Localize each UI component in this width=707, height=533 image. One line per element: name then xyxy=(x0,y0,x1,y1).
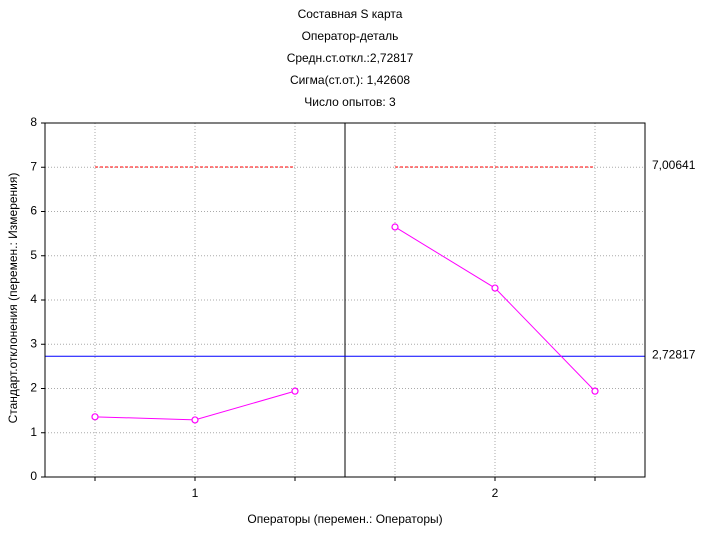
y-tick-label: 0 xyxy=(30,469,37,483)
data-point xyxy=(591,387,599,395)
y-tick-label: 5 xyxy=(30,248,37,262)
y-tick-label: 3 xyxy=(30,336,37,350)
data-point xyxy=(191,416,199,424)
chart-subtitle: Число опытов: 3 xyxy=(304,95,396,109)
plot-border xyxy=(44,122,646,478)
data-point xyxy=(291,387,299,395)
y-tick-label: 2 xyxy=(30,381,37,395)
data-point xyxy=(91,413,99,421)
y-tick-label: 4 xyxy=(30,292,37,306)
chart-subtitle: Оператор-деталь xyxy=(302,29,399,43)
chart-title: Составная S карта xyxy=(298,7,403,21)
y-tick-label: 6 xyxy=(30,204,37,218)
y-axis-label: Стандарт.отклонения (перемен.: Измерения… xyxy=(6,173,20,424)
limit-label: 7,00641 xyxy=(652,158,696,172)
y-tick-label: 8 xyxy=(30,115,37,129)
y-tick-label: 7 xyxy=(30,159,37,173)
y-tick-label: 1 xyxy=(30,425,37,439)
chart-subtitle: Сигма(ст.от.): 1,42608 xyxy=(290,73,410,87)
x-tick-label: 2 xyxy=(492,486,499,500)
chart-subtitle: Средн.ст.откл.:2,72817 xyxy=(287,51,414,65)
x-axis-label: Операторы (перемен.: Операторы) xyxy=(247,512,442,526)
data-point xyxy=(491,284,499,292)
data-point xyxy=(391,223,399,231)
limit-label: 2,72817 xyxy=(652,347,696,361)
x-tick-label: 1 xyxy=(192,486,199,500)
